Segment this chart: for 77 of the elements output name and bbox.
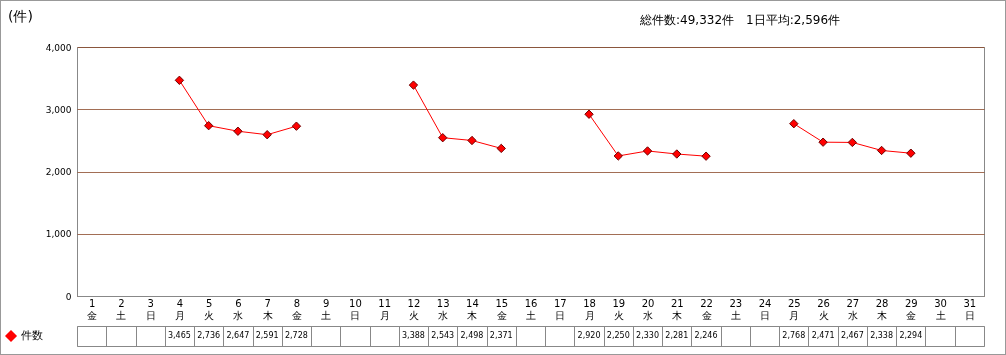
- x-tick-label: 26 火: [817, 297, 830, 321]
- data-label: 2,728: [284, 331, 308, 340]
- x-tick-label: 22 金: [700, 297, 713, 321]
- x-tick-label: 25 月: [787, 297, 801, 321]
- x-tick-label: 14 木: [466, 297, 479, 321]
- point: [233, 126, 243, 136]
- x-tick-label: 31 日: [963, 297, 977, 321]
- x-tick-label: 1 金: [87, 297, 98, 321]
- y-axis-title: (件): [8, 8, 33, 26]
- point: [467, 135, 477, 146]
- x-tick-label: 8 金: [291, 297, 302, 321]
- y-tick-label: 1,000: [45, 229, 72, 240]
- data-label: 2,371: [489, 331, 513, 340]
- x-tick-label: 19 火: [612, 297, 626, 321]
- data-label: 2,768: [782, 331, 806, 340]
- data-label: 2,330: [636, 331, 659, 340]
- point: [174, 75, 185, 85]
- point: [672, 149, 682, 159]
- data-label: 2,543: [431, 331, 455, 340]
- point: [408, 80, 419, 90]
- y-tick-label: 0: [65, 291, 72, 302]
- x-tick-label: 6 水: [233, 297, 244, 321]
- x-tick-label: 4 月: [174, 297, 185, 321]
- x-tick-label: 27 水: [846, 297, 860, 321]
- point: [789, 119, 799, 129]
- x-tick-label: 18 月: [583, 297, 596, 321]
- x-tick-label: 24 日: [758, 297, 772, 321]
- x-tick-label: 9 土: [321, 297, 332, 321]
- x-tick-label: 10 日: [349, 297, 362, 321]
- point: [203, 121, 214, 131]
- y-tick-label: 3,000: [45, 104, 72, 115]
- x-tick-label: 20 水: [641, 297, 655, 321]
- x-tick-label: 13 水: [436, 297, 450, 321]
- y-tick-label: 4,000: [45, 42, 72, 53]
- point: [262, 130, 272, 140]
- x-tick-label: 3 日: [145, 297, 156, 321]
- point: [613, 151, 623, 161]
- data-label: 2,471: [811, 331, 835, 340]
- point: [496, 143, 506, 154]
- data-label: 2,467: [840, 331, 864, 340]
- data-label: 2,281: [665, 331, 689, 340]
- x-tick-label: 2 土: [116, 297, 127, 321]
- point: [818, 137, 828, 147]
- data-label: 2,736: [197, 331, 221, 340]
- data-label: 2,294: [899, 331, 923, 340]
- point: [584, 109, 594, 119]
- chart-title: 総件数:49,332件 1日平均:2,596件: [640, 12, 841, 29]
- legend-label: 件数: [21, 329, 43, 342]
- point: [291, 121, 302, 131]
- data-label: 2,920: [577, 331, 601, 340]
- data-label: 2,591: [255, 331, 279, 340]
- y-tick-label: 2,000: [45, 167, 72, 177]
- x-tick-label: 7 木: [262, 297, 273, 321]
- x-tick-label: 30 土: [934, 297, 947, 321]
- point: [438, 133, 448, 143]
- x-tick-label: 16 土: [524, 297, 538, 321]
- data-label: 2,250: [606, 331, 630, 340]
- data-label: 2,338: [870, 331, 894, 340]
- data-label: 3,465: [167, 331, 191, 340]
- x-tick-label: 17 日: [553, 297, 567, 321]
- data-label: 2,498: [460, 331, 484, 340]
- point: [906, 148, 916, 158]
- x-tick-label: 5 火: [204, 297, 215, 321]
- data-label: 2,246: [694, 331, 718, 340]
- point: [701, 151, 711, 161]
- x-tick-label: 11 月: [378, 297, 392, 321]
- x-tick-label: 15 金: [495, 297, 509, 321]
- point: [847, 137, 858, 148]
- point: [876, 145, 887, 156]
- point: [642, 146, 653, 156]
- data-label: 3,388: [402, 331, 425, 340]
- x-tick-label: 23 土: [729, 297, 743, 321]
- x-tick-label: 21 木: [670, 297, 684, 321]
- data-label: 2,647: [226, 331, 250, 340]
- x-tick-label: 29 金: [904, 297, 918, 321]
- x-tick-label: 28 木: [875, 297, 889, 321]
- x-tick-label: 12 火: [407, 297, 421, 321]
